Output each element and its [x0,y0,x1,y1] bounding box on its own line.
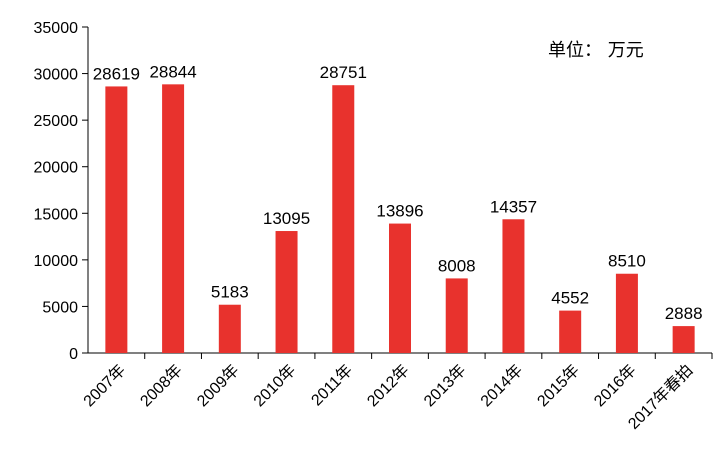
bar [105,86,128,354]
bar [672,326,695,353]
bar [559,310,582,353]
bar [502,219,525,353]
x-tick-label: 2009年 [193,361,242,410]
y-tick-label: 20000 [34,160,79,177]
unit-label: 单位： 万元 [548,40,644,61]
data-label: 8008 [438,256,476,275]
x-tick-label: 2015年 [534,361,583,410]
x-tick-label: 2007年 [80,361,129,410]
bar [445,278,468,353]
x-tick-label: 2013年 [420,361,469,410]
x-axis: 2007年 2008年 2009年 2010年 2011年 2012年 2013年 2014年… [80,352,713,433]
y-axis: 0 5000 10000 15000 20000 25000 30000 35000 [34,20,89,363]
bar [162,84,185,353]
data-label: 5183 [211,283,249,302]
data-label: 2888 [665,304,703,323]
data-label: 4552 [551,289,589,308]
x-tick-label: 2012年 [364,361,413,410]
y-tick-label: 0 [69,346,78,363]
y-tick-label: 15000 [34,206,79,223]
data-label: 14357 [490,197,537,216]
y-tick-label: 5000 [42,299,78,316]
x-tick-label: 2008年 [137,361,186,410]
x-tick-label: 2010年 [250,361,299,410]
data-labels: 28619 28844 5183 13095 28751 13896 8008 14357 45… [93,62,703,323]
x-tick-label: 2011年 [308,361,356,409]
bar [218,304,241,353]
data-label: 8510 [608,252,646,271]
data-label: 28844 [149,62,196,81]
bars [105,84,695,354]
y-tick-label: 25000 [34,113,79,130]
bar [275,231,298,353]
data-label: 13896 [376,202,423,221]
data-label: 13095 [263,209,310,228]
bar [332,85,355,354]
bar [615,273,638,353]
x-tick-label: 2014年 [477,361,526,410]
y-tick-label: 10000 [34,253,79,270]
y-tick-label: 30000 [34,67,79,84]
bar [389,223,411,353]
data-label: 28619 [93,64,140,83]
data-label: 28751 [320,63,367,82]
y-tick-label: 35000 [34,20,79,37]
x-tick-label: 2016年 [591,361,640,410]
